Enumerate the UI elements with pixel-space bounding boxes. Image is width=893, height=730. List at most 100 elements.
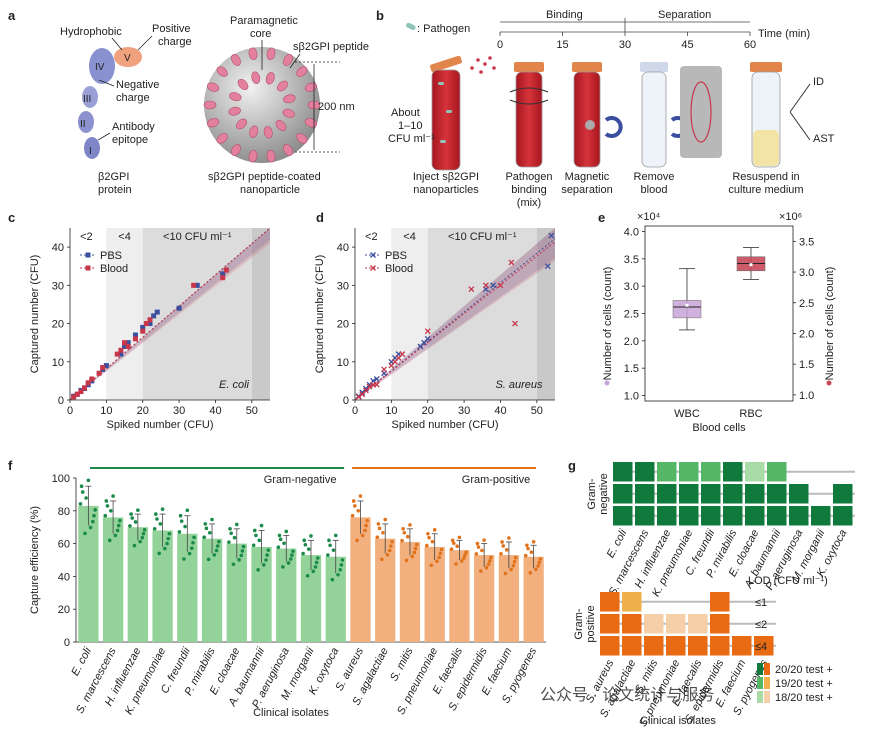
x-tick-label: 40 xyxy=(494,405,506,417)
data-dot xyxy=(480,548,484,553)
data-dot xyxy=(305,573,310,578)
arrow-ast xyxy=(789,111,811,141)
grid-cell xyxy=(732,636,752,656)
time-tick-label: 0 xyxy=(497,39,503,51)
data-dot xyxy=(290,553,294,557)
bar xyxy=(325,556,346,642)
data-dot xyxy=(228,527,232,531)
data-point-pbs xyxy=(147,321,153,327)
data-point-blood xyxy=(220,275,226,281)
lod-row-label: ≤2 xyxy=(755,619,767,631)
data-dot xyxy=(326,553,330,557)
time-tick-label: 30 xyxy=(619,39,631,51)
data-dot xyxy=(207,530,212,535)
data-dot xyxy=(339,563,344,567)
group-label-positive: Gram-positive xyxy=(462,474,530,486)
box-wbc xyxy=(672,300,702,319)
lod-row-label: ≤4 xyxy=(755,641,767,653)
label-size: 200 nm xyxy=(318,101,355,113)
data-point-blood xyxy=(468,286,475,293)
data-dot xyxy=(227,540,231,544)
zone-gt10 xyxy=(536,228,555,400)
time-tick-label: 15 xyxy=(556,39,568,51)
data-dot xyxy=(500,540,504,544)
grid-cell xyxy=(657,462,677,482)
data-dot xyxy=(328,543,332,548)
panel-label-d: d xyxy=(316,210,324,225)
tube-2 xyxy=(509,62,549,168)
about-label-1: About xyxy=(391,107,420,119)
data-dot xyxy=(355,538,359,543)
peptide-mark xyxy=(282,108,295,118)
zone-label: <2 xyxy=(80,231,93,243)
panel-e-chart: 1.0 1.5 2.0 2.5 3.0 3.5 4.0 1.0 1.5 2.0 2.5 3.0 3.5 ×… xyxy=(602,211,836,434)
grid-cell xyxy=(657,484,677,504)
data-point-blood xyxy=(96,370,102,376)
legend-label: 19/20 test + xyxy=(775,678,833,690)
data-dot xyxy=(157,551,161,556)
tube-1 xyxy=(430,55,462,171)
label-positive-charge: charge xyxy=(158,36,192,48)
data-dot xyxy=(78,502,83,506)
y-tick-label: 40 xyxy=(58,571,70,583)
data-dot xyxy=(402,530,407,535)
data-dot xyxy=(333,533,338,538)
data-dot xyxy=(185,508,190,513)
domain-label-3: III xyxy=(83,94,91,105)
legend-swatch-orange xyxy=(764,677,770,689)
x-tick-label: 20 xyxy=(422,405,434,417)
data-dot xyxy=(377,526,382,531)
data-dot xyxy=(430,539,435,544)
data-point-blood xyxy=(118,347,124,353)
pointer-peptide xyxy=(289,53,301,69)
grid-cell xyxy=(600,636,620,656)
bar xyxy=(498,555,520,642)
data-dot xyxy=(437,555,441,560)
panel-label-g: g xyxy=(568,458,576,473)
peptide-mark xyxy=(237,79,249,90)
data-point-pbs xyxy=(194,282,200,288)
caption-nano-1: sβ2GPI peptide-coated xyxy=(208,171,321,183)
data-dot xyxy=(83,531,87,536)
data-dot xyxy=(482,538,486,542)
data-dot xyxy=(449,547,454,551)
peptide-coating xyxy=(203,47,321,163)
data-dot xyxy=(212,553,217,557)
peptide-mark xyxy=(296,66,308,77)
data-dot xyxy=(288,557,293,561)
panel-label-a: a xyxy=(8,8,16,23)
data-dot xyxy=(130,516,135,520)
data-dot xyxy=(182,557,186,561)
legend-swatch-orange xyxy=(764,691,770,703)
x-tick-label: 10 xyxy=(100,405,112,417)
pointer-hydrophobic xyxy=(111,37,123,51)
peptide-mark xyxy=(263,126,273,139)
data-dot xyxy=(375,535,380,540)
about-label-2: 1–10 xyxy=(398,120,422,132)
data-dot xyxy=(214,548,219,553)
category-label: RBC xyxy=(739,408,762,420)
data-dot xyxy=(475,541,480,546)
bar xyxy=(78,505,99,642)
domain-shape-2 xyxy=(78,111,94,133)
watermark-text: 公众号 · 论文统计与服务 xyxy=(540,686,714,704)
data-dot xyxy=(160,507,165,511)
zone-label: <10 CFU ml⁻¹ xyxy=(448,231,517,243)
bar xyxy=(300,555,322,642)
data-dot xyxy=(429,563,434,568)
domain-shape-5 xyxy=(114,47,142,67)
label-positive: Positive xyxy=(152,23,191,35)
confidence-band xyxy=(355,228,555,400)
grid-cell xyxy=(613,462,633,482)
data-dot xyxy=(537,560,542,565)
grid-cell xyxy=(600,614,620,634)
data-dot xyxy=(414,542,419,547)
data-dot xyxy=(158,522,163,526)
grid-cell xyxy=(723,484,743,504)
data-dot xyxy=(206,557,211,562)
step-caption-line: Resuspend in xyxy=(732,171,799,183)
right-tick-label: 3.5 xyxy=(799,236,814,248)
peptide-mark xyxy=(251,71,261,84)
data-dot xyxy=(503,571,508,576)
grid-cell xyxy=(600,592,620,612)
